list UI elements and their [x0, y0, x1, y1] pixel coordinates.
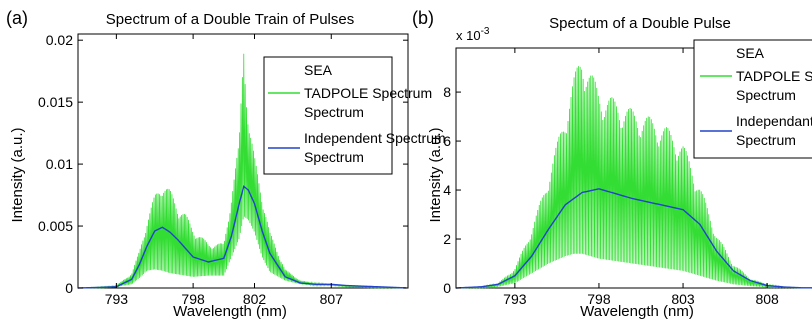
- x-axis-label: Wavelength (nm): [173, 303, 287, 320]
- chart-panel-b: (b) Spectum of a Double Pulse x 10-3 Int…: [412, 8, 812, 320]
- legend-entry-tadpole: TADPOLE Spectrum: [304, 85, 432, 101]
- legend-entry-independent: Independent Spectrum: [304, 130, 446, 146]
- x-tick-label: 793: [105, 291, 129, 307]
- x-axis-label: Wavelength (nm): [580, 303, 694, 320]
- legend-entry-tadpole-2: Spectrum: [736, 87, 796, 103]
- legend: SEA TADPOLE Spectrum Spectrum Independen…: [263, 56, 446, 175]
- legend-box: [693, 39, 812, 159]
- y-tick-label: 0: [65, 280, 73, 296]
- legend-entry-sea: SEA: [736, 45, 765, 61]
- legend-entry-sea: SEA: [304, 62, 333, 78]
- y-exponent-label: x 10-3: [456, 26, 490, 43]
- x-tick-label: 798: [587, 291, 611, 307]
- y-tick-label: 2: [443, 231, 451, 247]
- legend: SEA TADPOLE Spectrum Spectrum Independan…: [693, 39, 812, 159]
- x-tick-label: 798: [181, 291, 205, 307]
- y-tick-label: 0.005: [38, 218, 73, 234]
- y-tick-label: 0: [443, 280, 451, 296]
- x-tick-label: 808: [755, 291, 779, 307]
- y-tick-label: 0.015: [38, 94, 73, 110]
- panel-label: (b): [412, 8, 434, 28]
- chart-title: Spectrum of a Double Train of Pulses: [106, 11, 354, 28]
- y-axis-label: Intensity (a.u.): [427, 127, 444, 222]
- chart-title: Spectum of a Double Pulse: [549, 15, 731, 32]
- y-tick-label: 0.01: [46, 156, 73, 172]
- y-tick-label: 6: [443, 133, 451, 149]
- x-tick-label: 802: [243, 291, 267, 307]
- legend-entry-independent-2: Spectrum: [736, 132, 796, 148]
- legend-entry-independent: Independant Spectrum: [736, 113, 812, 129]
- y-tick-label: 4: [443, 182, 451, 198]
- y-tick-label: 8: [443, 84, 451, 100]
- x-tick-label: 807: [320, 291, 344, 307]
- legend-entry-independent-2: Spectrum: [304, 149, 364, 165]
- series-line-tadpole: [456, 66, 812, 289]
- x-tick-label: 803: [671, 291, 695, 307]
- series-line-independent: [455, 188, 812, 289]
- legend-entry-tadpole: TADPOLE Spectrum: [736, 68, 812, 84]
- legend-box: [263, 56, 393, 175]
- y-tick-label: 0.02: [46, 32, 73, 48]
- legend-entry-tadpole-2: Spectrum: [304, 104, 364, 120]
- x-tick-label: 793: [503, 291, 527, 307]
- y-axis-label: Intensity (a.u.): [9, 127, 26, 222]
- chart-panel-a: (a) Spectrum of a Double Train of Pulses…: [6, 8, 446, 320]
- series-line-independent: [77, 185, 407, 289]
- panel-label: (a): [6, 8, 28, 28]
